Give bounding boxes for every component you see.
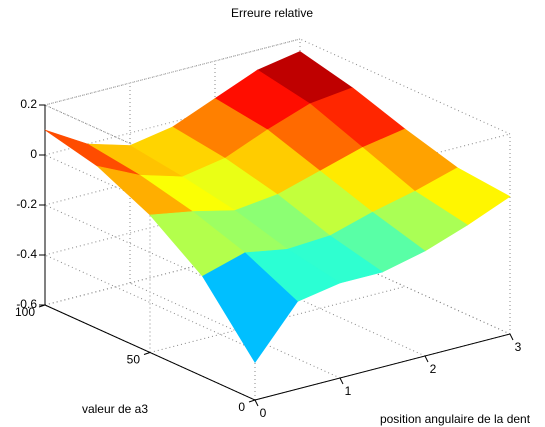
grid-line (44, 154, 256, 251)
x-tick (254, 399, 259, 407)
grid-line (129, 282, 341, 379)
x-tick (509, 333, 514, 341)
x-tick (339, 377, 344, 385)
x-tick-label: 0 (260, 406, 267, 420)
x-tick-label: 3 (515, 340, 522, 354)
z-tick-label: -0.4 (16, 247, 37, 261)
y-tick-label: 50 (127, 353, 141, 367)
z-tick-label: 0.2 (20, 97, 37, 111)
y-tick-label: 100 (15, 305, 35, 319)
x-tick (424, 355, 429, 363)
grid-line (44, 104, 256, 201)
z-tick-label: 0 (30, 147, 37, 161)
z-tick-label: -0.2 (16, 197, 37, 211)
chart-title: Erreure relative (231, 6, 313, 20)
x-tick-label: 2 (430, 362, 437, 376)
y-tick (143, 352, 151, 355)
x-tick-label: 1 (345, 384, 352, 398)
x-axis-label: position angulaire de la dent (380, 412, 531, 426)
x-axis (254, 333, 511, 401)
y-tick (248, 399, 256, 403)
grid-line (44, 254, 256, 351)
grid-line (44, 204, 256, 301)
box-edge (299, 38, 511, 135)
z-tick-label: -0.6 (16, 297, 37, 311)
y-tick-label: 0 (238, 400, 245, 414)
y-axis-label: valeur de a3 (82, 402, 148, 416)
surface-patch (202, 252, 298, 364)
